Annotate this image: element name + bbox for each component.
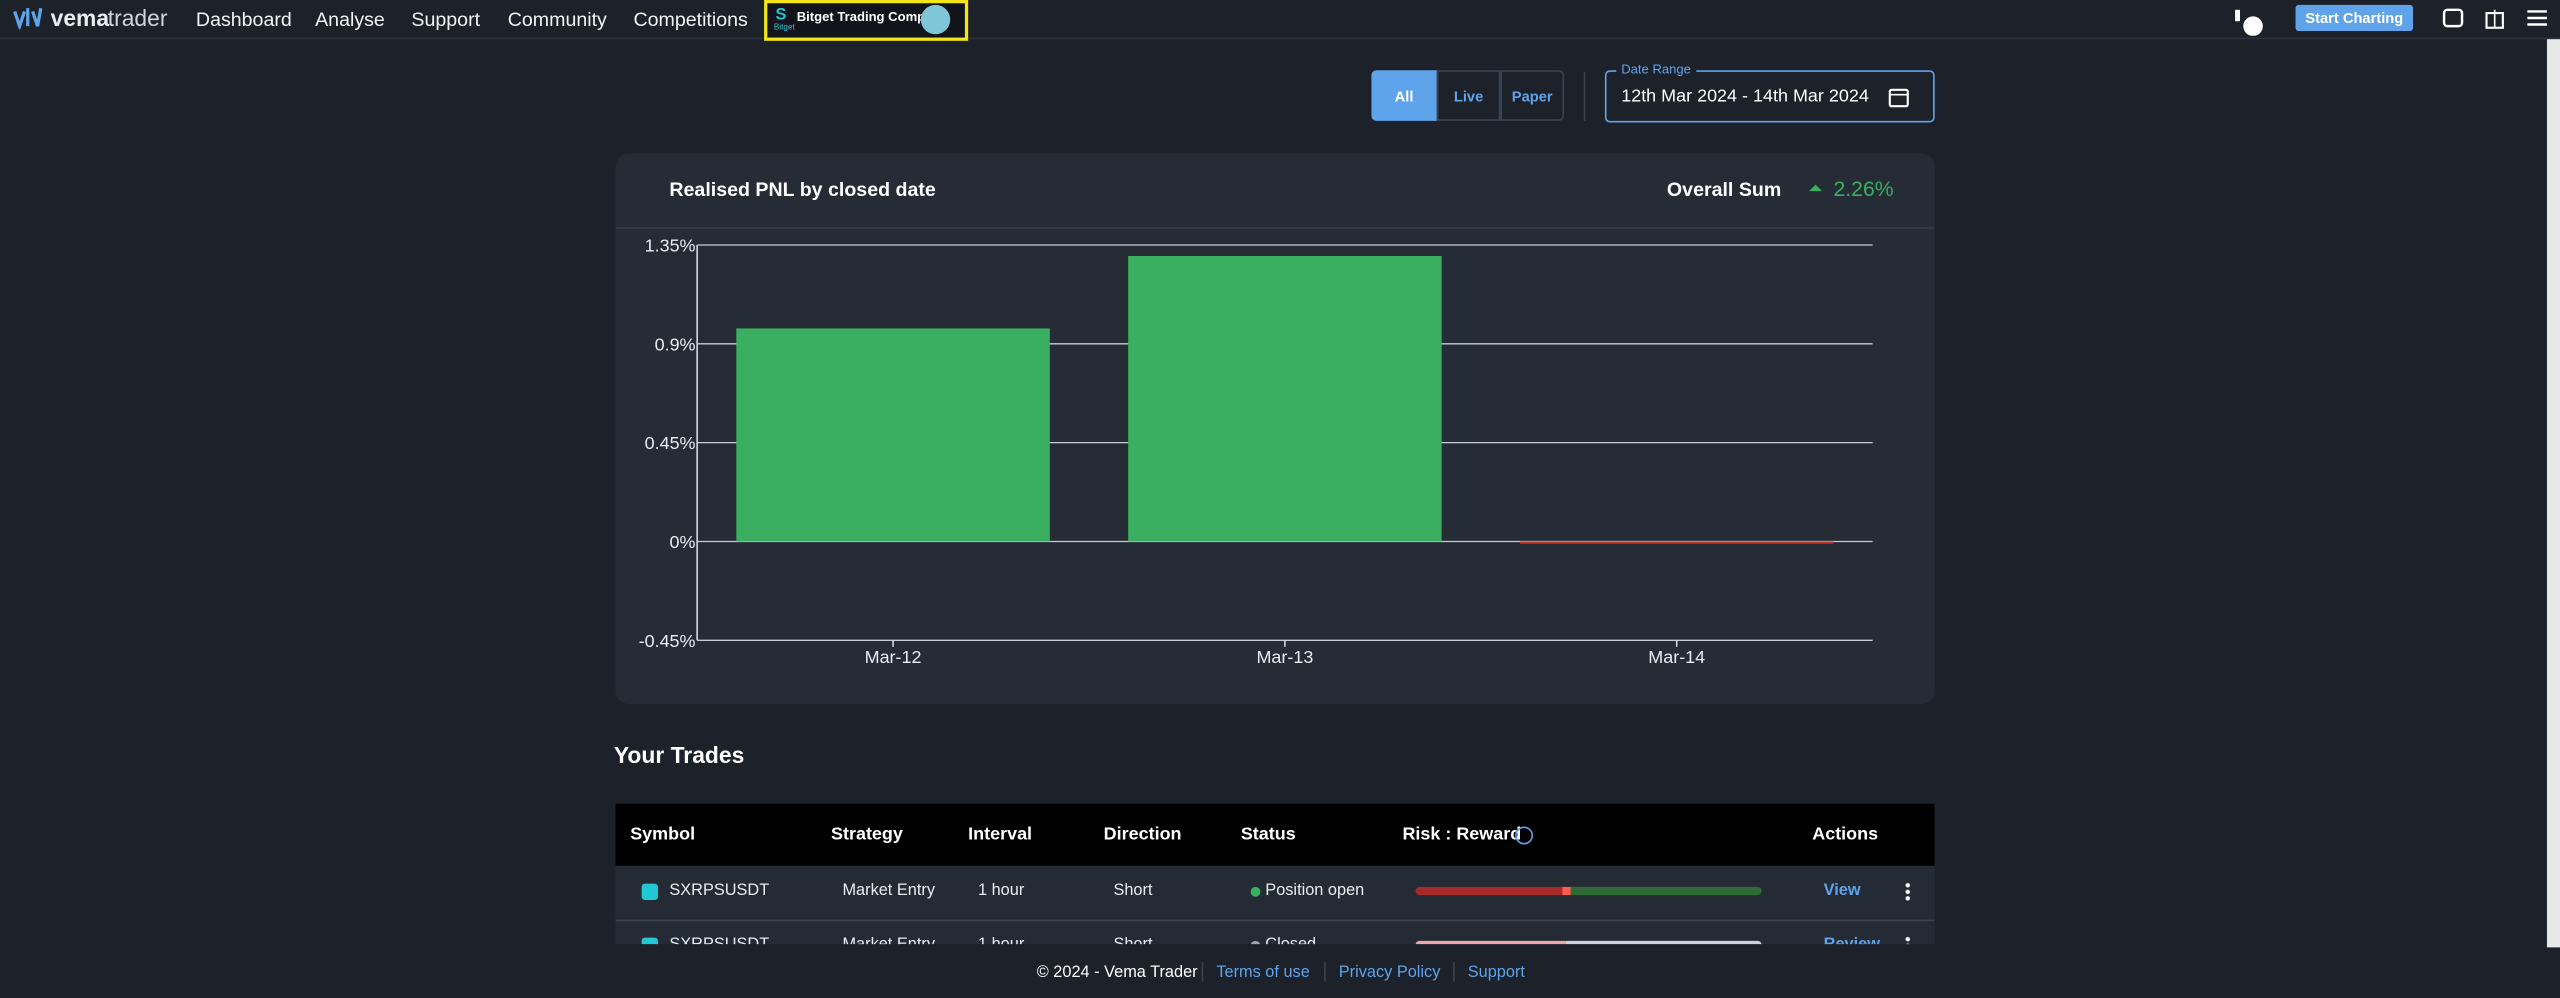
strategy: Market Entry (842, 936, 935, 944)
copyright: © 2024 - Vema Trader (1036, 963, 1198, 982)
x-tick-label: Mar-12 (865, 647, 922, 667)
symbol: SXRPSUSDT (669, 936, 769, 944)
risk-bar-left (1415, 940, 1566, 945)
bar (736, 328, 1050, 542)
mode-button[interactable]: Live (1436, 70, 1501, 121)
status-dot (1250, 886, 1261, 897)
column-header: Interval (968, 824, 1033, 845)
nav-link[interactable]: Community (507, 8, 607, 32)
brand-bold: vema (50, 4, 110, 32)
mode-button[interactable]: Paper (1500, 70, 1565, 121)
date-range-label: Date Range (1616, 62, 1696, 77)
competition-banner[interactable]: S Bitget Bitget Trading Comp (764, 0, 969, 41)
y-tick-label: -0.45% (639, 631, 696, 651)
user-icon[interactable] (2232, 7, 2271, 36)
info-icon (1515, 826, 1534, 845)
risk-bar-right (1565, 940, 1762, 945)
footer-divider (1324, 962, 1326, 982)
strategy: Market Entry (842, 882, 935, 900)
interval: 1 hour (978, 936, 1024, 944)
risk-bar-right (1565, 886, 1762, 896)
column-header: Symbol (630, 824, 696, 845)
symbol: SXRPSUSDT (669, 882, 770, 900)
banner-icon: S (775, 6, 787, 25)
divider (1583, 71, 1586, 121)
column-header: Status (1240, 824, 1296, 845)
y-tick-label: 0.45% (645, 433, 696, 453)
bar (1128, 255, 1442, 542)
logo-icon (13, 7, 43, 30)
y-tick-label: 1.35% (645, 236, 696, 256)
bar (1519, 541, 1834, 544)
nav-link[interactable]: Dashboard (195, 8, 292, 32)
calendar-icon[interactable] (1887, 85, 1910, 108)
card-separator (615, 227, 1935, 229)
x-tick-label: Mar-13 (1256, 647, 1313, 667)
table-header (615, 803, 1935, 866)
column-header: Direction (1103, 824, 1182, 845)
toolbar-icons (2442, 8, 2547, 29)
summary-label: Overall Sum (1666, 178, 1782, 201)
footer-link[interactable]: Support (1467, 963, 1525, 982)
footer-link[interactable]: Terms of use (1216, 963, 1310, 982)
status-dot (1250, 940, 1261, 945)
trades-table: Symbol Strategy Interval Direction Status Ris… (615, 803, 1935, 945)
row-separator (615, 919, 1935, 922)
interval: 1 hour (977, 882, 1025, 900)
up-arrow (1808, 184, 1823, 192)
symbol-icon (641, 937, 658, 945)
column-header: Risk : Reward (1402, 824, 1522, 845)
column-header: Strategy (831, 824, 903, 845)
banner-sub: Bitget (773, 22, 795, 33)
footer-link[interactable]: Privacy Policy (1338, 963, 1441, 982)
chart: -0.45% 0% 0.45% 0.9% 1.35% Mar-12 Mar-13 Mar-14 (639, 236, 1873, 667)
risk-marker (1562, 886, 1571, 896)
footer-divider (1201, 962, 1204, 982)
nav-link[interactable]: Competitions (633, 8, 748, 32)
direction: Short (1113, 882, 1153, 900)
more-menu[interactable] (1905, 935, 1911, 945)
more-menu[interactable] (1905, 882, 1911, 902)
brand-light: trader (107, 4, 168, 32)
footer (0, 947, 2547, 998)
scrollbar[interactable] (2546, 39, 2560, 948)
section-title: Your Trades (613, 741, 745, 768)
date-range-value: 12th Mar 2024 - 14th Mar 2024 (1621, 86, 1869, 107)
action-link[interactable]: Review (1824, 936, 1880, 944)
direction: Short (1113, 936, 1152, 944)
nav-link[interactable]: Analyse (315, 8, 385, 32)
y-tick-label: 0.9% (655, 334, 696, 354)
banner-avatar (920, 4, 951, 35)
top-bar: vema trader Dashboard Analyse Support Co… (0, 0, 2560, 41)
start-charting-button[interactable]: Start Charting (2295, 4, 2414, 32)
y-tick-label: 0% (670, 532, 696, 552)
column-header: Actions (1812, 824, 1879, 845)
x-tick-label: Mar-14 (1648, 647, 1705, 667)
mode-button[interactable]: All (1371, 70, 1437, 121)
symbol-icon (641, 883, 658, 900)
date-range-input[interactable]: Date Range 12th Mar 2024 - 14th Mar 2024 (1604, 62, 1935, 123)
nav-link[interactable]: Support (411, 8, 481, 32)
status: Position open (1265, 882, 1365, 900)
action-link[interactable]: View (1823, 882, 1861, 900)
summary-value: 2.26% (1833, 176, 1894, 201)
banner-title: Bitget Trading Comp (796, 9, 926, 25)
risk-bar-left (1415, 886, 1566, 896)
footer-divider (1453, 962, 1455, 982)
status: Closed (1265, 936, 1316, 944)
chart-title: Realised PNL by closed date (669, 178, 936, 201)
